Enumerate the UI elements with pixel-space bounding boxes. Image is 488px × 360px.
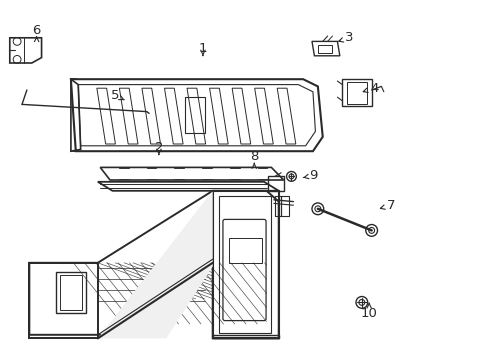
Text: 10: 10	[360, 307, 377, 320]
Polygon shape	[98, 191, 212, 338]
Text: 3: 3	[345, 31, 353, 44]
Text: 5: 5	[110, 89, 119, 102]
Text: 2: 2	[154, 141, 163, 154]
Text: 7: 7	[386, 199, 395, 212]
Text: 9: 9	[308, 169, 317, 182]
Text: 6: 6	[32, 24, 41, 37]
Text: 8: 8	[249, 150, 258, 163]
Text: 4: 4	[369, 82, 378, 95]
Text: 1: 1	[198, 42, 207, 55]
